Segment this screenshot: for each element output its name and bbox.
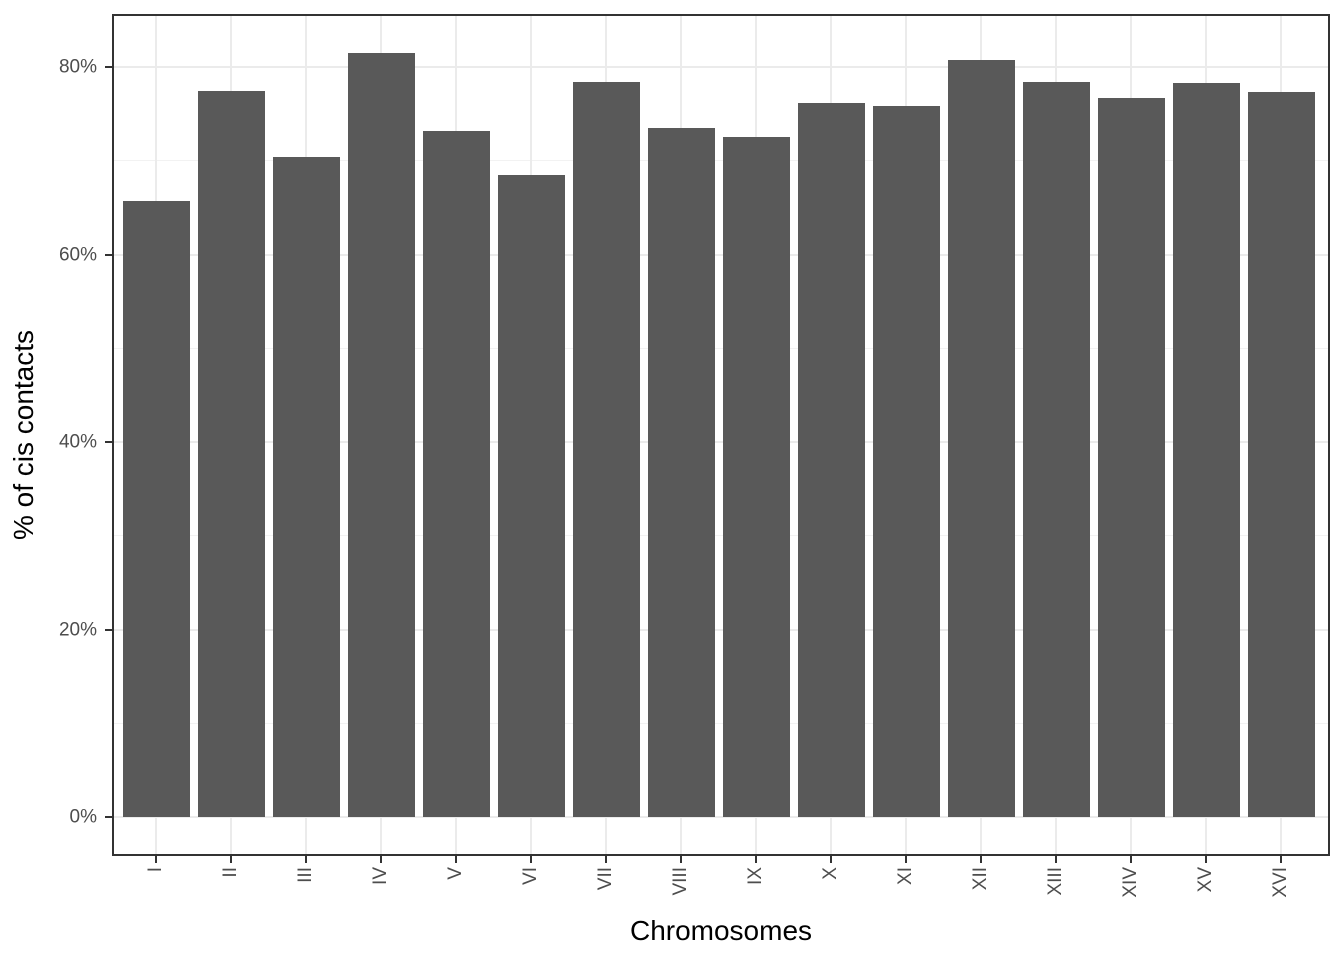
x-axis-tick-label: VII — [595, 867, 616, 891]
x-axis-tick — [755, 856, 757, 863]
y-axis-tick — [105, 816, 112, 818]
x-axis-tick-label: XVI — [1270, 867, 1291, 898]
y-axis-tick-label: 40% — [58, 431, 97, 453]
y-axis-tick — [105, 441, 112, 443]
gridline-major-horizontal — [112, 66, 1330, 68]
x-axis-tick-label: VIII — [670, 867, 691, 896]
bar-ix — [722, 137, 790, 817]
bar-ii — [197, 91, 265, 817]
x-axis-tick — [605, 856, 607, 863]
bar-iii — [272, 157, 340, 817]
x-axis-tick-label: II — [220, 867, 241, 878]
x-axis-tick-label: XIII — [1045, 867, 1066, 896]
x-axis-tick-label: V — [445, 867, 466, 880]
bar-xii — [947, 59, 1015, 817]
x-axis-tick — [830, 856, 832, 863]
bar-i — [122, 201, 190, 817]
y-axis-tick — [105, 66, 112, 68]
x-axis-tick-label: X — [820, 867, 841, 880]
bar-xiii — [1022, 82, 1090, 817]
y-axis-tick-label: 80% — [58, 56, 97, 78]
x-axis-tick-label: III — [295, 867, 316, 883]
bar-vi — [497, 174, 565, 817]
bar-x — [797, 102, 865, 817]
x-axis-tick — [305, 856, 307, 863]
x-axis-tick — [980, 856, 982, 863]
x-axis-tick — [455, 856, 457, 863]
y-axis-tick-label: 60% — [58, 244, 97, 265]
x-axis-tick — [1280, 856, 1282, 863]
x-axis-tick — [905, 856, 907, 863]
bar-iv — [347, 52, 415, 817]
x-axis-tick-label: XV — [1195, 867, 1216, 893]
y-axis-tick-label: 20% — [58, 619, 97, 640]
x-axis-tick — [230, 856, 232, 863]
y-axis-tick-label: 0% — [69, 806, 97, 828]
bar-xv — [1172, 82, 1240, 817]
plot-panel — [112, 14, 1330, 856]
x-axis-tick-label: IX — [745, 867, 766, 885]
x-axis-tick — [680, 856, 682, 863]
bar-xiv — [1097, 97, 1165, 817]
bar-xi — [872, 106, 940, 817]
x-axis-tick-label: XIV — [1120, 867, 1141, 898]
x-axis-tick-label: XI — [895, 867, 916, 885]
x-axis-tick — [1205, 856, 1207, 863]
x-axis-tick — [1055, 856, 1057, 863]
x-axis-tick-label: I — [145, 867, 166, 873]
y-axis-title: % of cis contacts — [8, 329, 39, 541]
bar-xvi — [1247, 92, 1315, 817]
x-axis-tick — [530, 856, 532, 863]
x-axis-tick — [155, 856, 157, 863]
x-axis-tick-label: VI — [520, 867, 541, 885]
x-axis-tick — [1130, 856, 1132, 863]
bar-v — [422, 130, 490, 817]
x-axis-title: Chromosomes — [629, 915, 813, 946]
bar-vii — [572, 82, 640, 817]
y-axis-tick — [105, 628, 112, 631]
x-axis-tick-label: IV — [370, 867, 391, 885]
x-axis-tick-label: XII — [970, 867, 991, 891]
bar-viii — [647, 127, 715, 817]
x-axis-tick — [380, 856, 382, 863]
y-axis-tick — [105, 253, 112, 256]
